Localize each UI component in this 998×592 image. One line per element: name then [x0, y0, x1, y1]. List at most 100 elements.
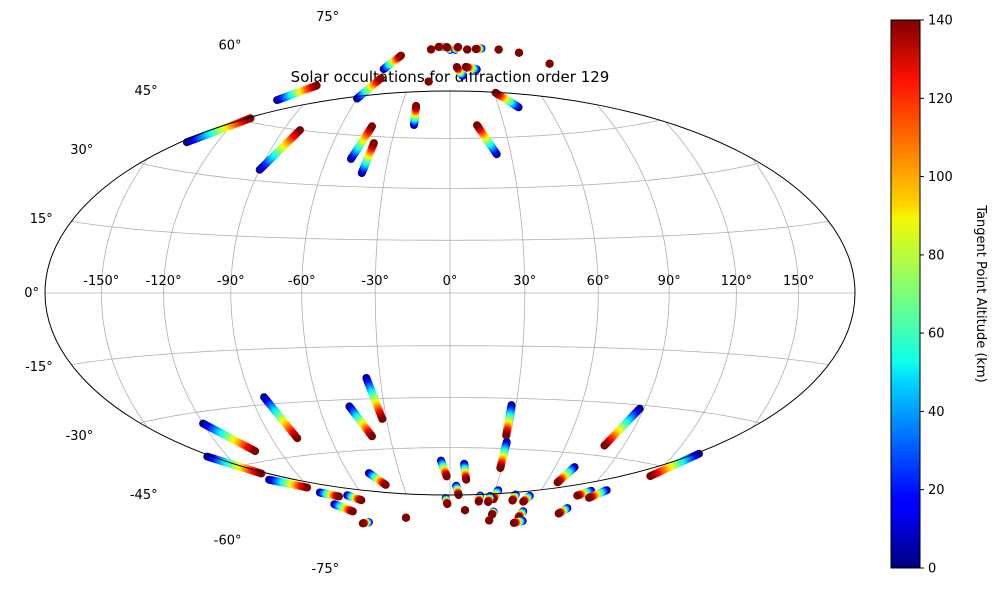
- track-point: [485, 516, 494, 525]
- occultation-track: [509, 516, 527, 527]
- track-point: [424, 77, 433, 86]
- latitude-tick-label: 75°: [316, 10, 339, 25]
- track-point: [378, 414, 387, 423]
- occultation-track: [554, 504, 572, 518]
- longitude-tick-label: -120°: [146, 274, 182, 289]
- occultation-track: [515, 48, 523, 57]
- latitude-tick-label: -15°: [25, 360, 53, 375]
- track-point: [376, 74, 385, 83]
- track-point: [508, 496, 517, 505]
- longitude-tick-label: -150°: [83, 274, 119, 289]
- grid-parallel: [345, 17, 555, 47]
- latitude-tick-label: 30°: [70, 143, 93, 158]
- track-point: [585, 493, 593, 502]
- track-point: [381, 480, 390, 489]
- track-point: [484, 498, 493, 507]
- occultation-track: [260, 393, 302, 443]
- track-point: [646, 472, 655, 481]
- occultation-track: [471, 44, 486, 53]
- occultation-track: [573, 486, 596, 500]
- occultation-track: [451, 43, 463, 54]
- colorbar-tick-label: 40: [928, 405, 945, 420]
- occultation-track: [364, 469, 390, 489]
- track-point: [515, 48, 523, 57]
- occultation-track: [330, 500, 357, 516]
- latitude-tick-label: -60°: [214, 533, 242, 548]
- colorbar-tick-label: 100: [928, 170, 953, 185]
- colorbar: 0 20 40 60 80 100 120 140 Tangent Point Altitud…: [890, 14, 988, 577]
- occultation-track: [460, 459, 471, 484]
- colorbar-tick-label: 60: [928, 327, 945, 342]
- occultation-track: [494, 45, 503, 54]
- map-grid: [45, 17, 855, 569]
- occultation-track: [362, 374, 387, 423]
- occultation-track: [508, 490, 520, 505]
- track-point: [303, 483, 312, 492]
- occultation-track: [519, 491, 534, 506]
- occultation-track: [553, 463, 579, 487]
- occultation-track: [255, 126, 304, 174]
- occultation-track: [461, 62, 481, 74]
- track-point: [462, 475, 471, 484]
- occultation-track: [474, 491, 485, 506]
- occultation-track: [437, 456, 451, 481]
- track-point: [312, 81, 321, 90]
- occultation-track: [502, 401, 516, 440]
- occultation-track: [357, 139, 378, 178]
- track-point: [348, 507, 357, 516]
- longitude-tick-label: 150°: [783, 274, 814, 289]
- colorbar-tick-label: 140: [928, 14, 953, 29]
- colorbar-gradient: [890, 19, 921, 569]
- longitude-tick-label: -60°: [288, 274, 316, 289]
- grid-meridian: [230, 91, 383, 495]
- colorbar-tick-label: 80: [928, 248, 945, 263]
- occultation-track: [347, 122, 376, 163]
- occultation-track: [402, 513, 410, 522]
- longitude-tick-label: 60°: [587, 274, 610, 289]
- occultation-track: [485, 516, 494, 525]
- track-point: [442, 472, 451, 481]
- track-point: [369, 139, 378, 148]
- occultation-track: [273, 81, 321, 105]
- longitude-tick-label: -90°: [217, 274, 245, 289]
- track-point: [335, 492, 343, 501]
- track-point: [496, 464, 505, 472]
- grid-parallel: [345, 539, 555, 569]
- latitude-tick-label: -30°: [66, 429, 94, 444]
- track-point: [358, 519, 367, 528]
- occultation-track: [484, 492, 495, 507]
- longitude-tick-label: -30°: [361, 274, 389, 289]
- occultation-track: [461, 506, 469, 515]
- occultation-track: [343, 491, 366, 505]
- occultation-track: [345, 402, 376, 441]
- track-point: [427, 45, 436, 54]
- track-point: [442, 43, 451, 51]
- track-point: [573, 491, 582, 500]
- occultation-track: [379, 51, 405, 74]
- latitude-tick-label: -45°: [130, 488, 158, 503]
- track-point: [412, 101, 421, 110]
- grid-meridian: [301, 91, 403, 495]
- latitude-tick-label: 60°: [218, 39, 241, 54]
- track-point: [357, 496, 366, 505]
- latitude-tick-label: 0°: [24, 286, 39, 301]
- latitude-tick-label: 45°: [135, 84, 158, 99]
- track-point: [509, 518, 518, 527]
- occultation-track: [410, 101, 421, 129]
- track-point: [454, 43, 463, 51]
- occultation-track: [427, 45, 436, 54]
- occultation-track: [199, 419, 260, 456]
- track-point: [397, 51, 405, 60]
- occultation-track: [452, 63, 467, 80]
- track-point: [461, 506, 469, 515]
- grid-meridian: [100, 91, 353, 495]
- longitude-tick-labels: -150° -120° -90° -60° -30° 0° 30° 60° 90° 120° 150…: [83, 274, 814, 289]
- grid-meridian: [374, 91, 427, 495]
- track-point: [402, 513, 410, 522]
- occultation-track: [353, 74, 385, 103]
- track-point: [502, 431, 511, 440]
- track-point: [452, 63, 461, 71]
- track-point: [473, 121, 481, 130]
- occultation-track: [441, 494, 452, 509]
